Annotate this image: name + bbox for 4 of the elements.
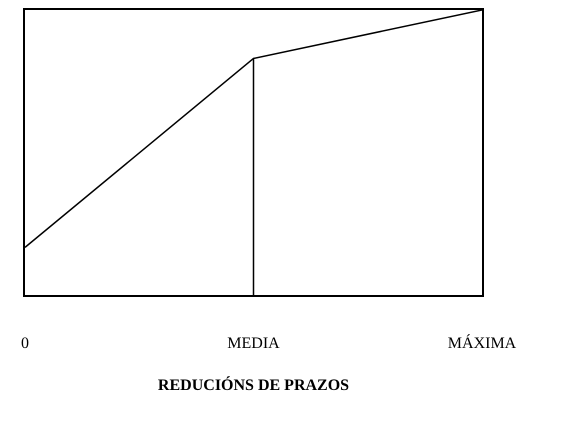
- x-tick-label: MEDIA: [227, 334, 280, 352]
- x-tick-label: MÁXIMA: [448, 334, 517, 352]
- x-axis-title: REDUCIÓNS DE PRAZOS: [158, 376, 350, 394]
- x-tick-label: 0: [21, 334, 29, 352]
